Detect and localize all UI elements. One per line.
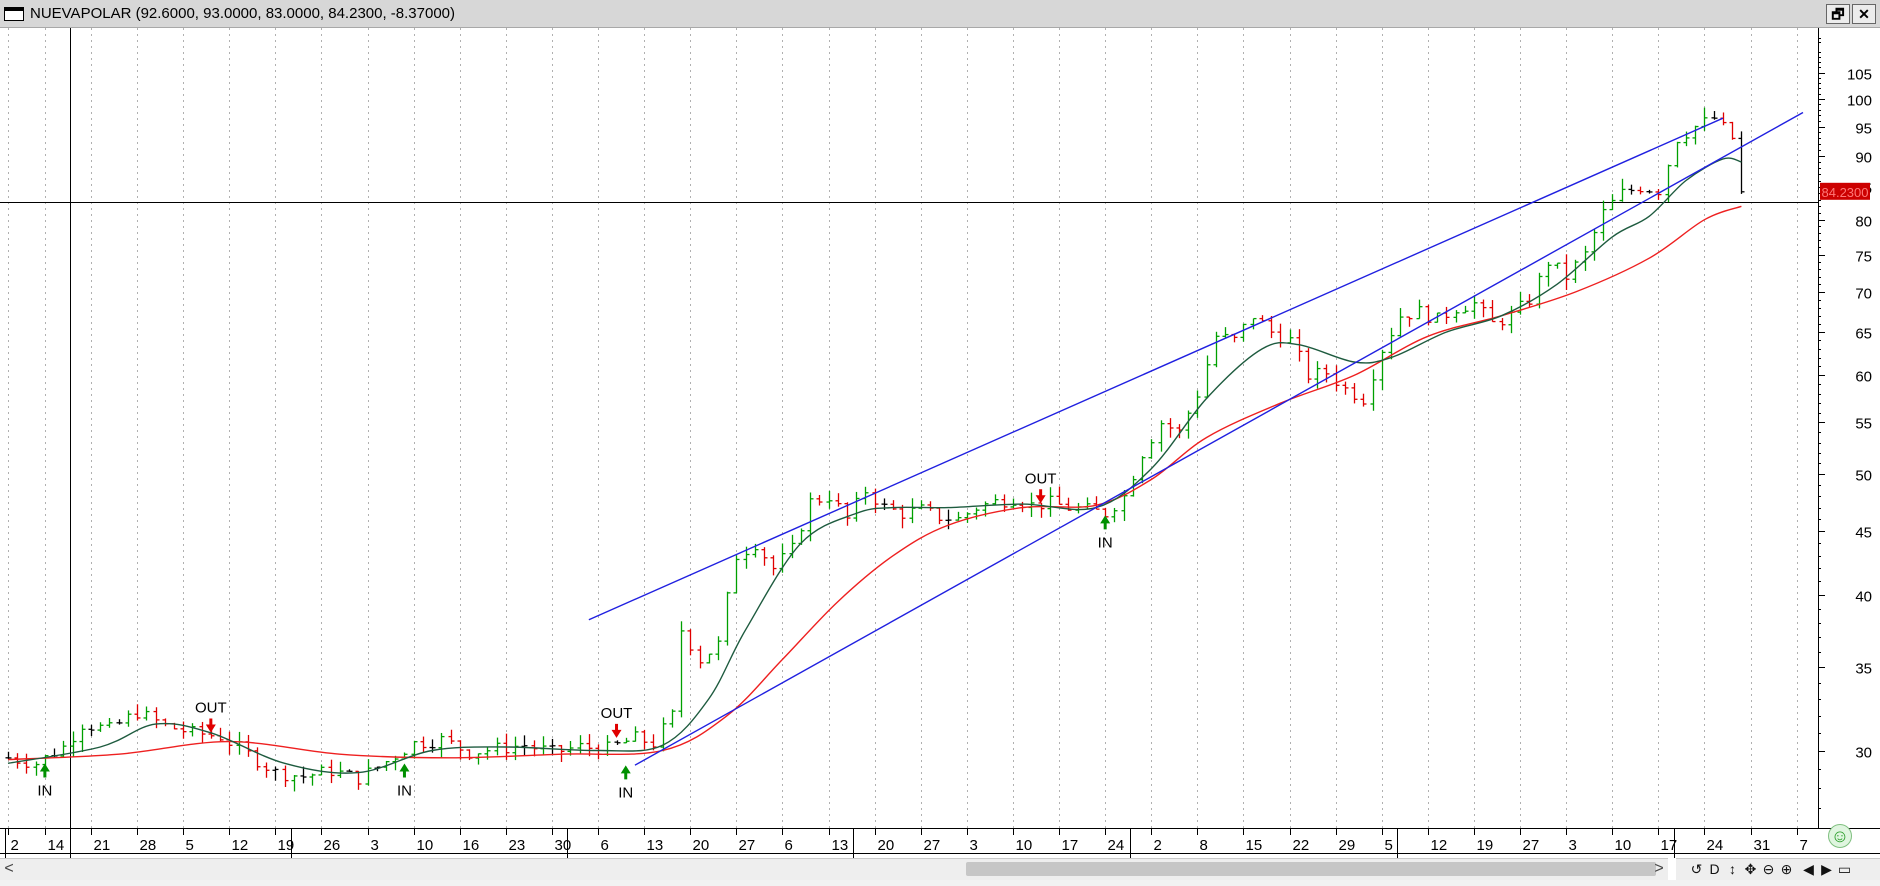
refresh-icon[interactable]: ↺ [1690, 861, 1703, 877]
x-tick-label: 19 [1477, 837, 1494, 854]
x-tick-label: 17 [1661, 837, 1678, 854]
signal-out-label: OUT [1025, 470, 1057, 487]
zoom-in-icon[interactable]: ⊕ [1780, 861, 1793, 877]
x-tick-label: 27 [924, 837, 941, 854]
scroll-left-button[interactable]: < [4, 860, 14, 877]
x-tick-label: 26 [324, 837, 341, 854]
trendline-channel-lower [634, 187, 1668, 766]
signal-in-label: IN [618, 784, 633, 801]
x-tick-label: 5 [1385, 837, 1393, 854]
x-tick-label: 17 [1062, 837, 1079, 854]
trendline-channel-upper [588, 117, 1724, 621]
close-button[interactable]: ✕ [1852, 4, 1876, 24]
x-tick-label: 13 [647, 837, 664, 854]
x-tick-label: 24 [1707, 837, 1724, 854]
x-tick-label: 8 [1200, 837, 1208, 854]
horizontal-scrollbar[interactable]: < > [0, 858, 1668, 880]
fast-moving-average-line [7, 157, 1742, 774]
y-tick-label: 105 [1847, 67, 1872, 84]
period-daily-button[interactable]: D [1709, 861, 1720, 877]
x-tick-label: 27 [739, 837, 756, 854]
signal-out-arrow-icon [205, 718, 216, 733]
y-tick-label: 35 [1855, 661, 1872, 678]
window-title: NUEVAPOLAR (92.6000, 93.0000, 83.0000, 8… [30, 5, 456, 22]
signal-in-arrow-icon [399, 763, 410, 778]
x-tick-label: 3 [970, 837, 978, 854]
x-tick-label: 10 [1615, 837, 1632, 854]
x-tick-label: 5 [186, 837, 194, 854]
x-tick-label: 19 [278, 837, 295, 854]
restore-button[interactable]: 🗗 [1826, 4, 1850, 24]
y-tick-label: 30 [1855, 745, 1872, 762]
signal-in-arrow-icon [620, 765, 631, 780]
x-tick-label: 6 [785, 837, 793, 854]
x-tick-label: 21 [94, 837, 111, 854]
x-tick-label: 20 [693, 837, 710, 854]
move-icon[interactable]: ✥ [1744, 861, 1757, 877]
signal-in-arrow-icon [39, 763, 50, 778]
signal-out-arrow-icon [1035, 489, 1046, 504]
window-mode-icon[interactable]: ▭ [1837, 861, 1852, 877]
x-tick-label: 10 [1016, 837, 1033, 854]
signal-in-arrow-icon [1100, 515, 1111, 530]
y-tick-label: 70 [1855, 286, 1872, 303]
signal-out-arrow-icon [611, 723, 622, 738]
x-tick-label: 16 [463, 837, 480, 854]
x-tick-label: 2 [11, 837, 19, 854]
y-tick-label: 65 [1855, 326, 1872, 343]
x-tick-label: 6 [601, 837, 609, 854]
y-tick-label: 100 [1847, 93, 1872, 110]
x-tick-label: 30 [555, 837, 572, 854]
bottom-strip [0, 880, 1880, 886]
x-tick-label: 20 [878, 837, 895, 854]
x-tick-label: 14 [48, 837, 65, 854]
chart-toolbar: ↺ D ↕ ✥ ⊖ ⊕ ◀ ▶ ▭ [1676, 858, 1880, 880]
scroll-forward-icon[interactable]: ▶ [1821, 861, 1832, 877]
signal-in-label: IN [37, 782, 52, 799]
x-tick-label: 28 [140, 837, 157, 854]
x-tick-label: 27 [1523, 837, 1540, 854]
zoom-out-icon[interactable]: ⊖ [1762, 861, 1775, 877]
x-tick-label: 10 [417, 837, 434, 854]
y-tick-label: 60 [1855, 369, 1872, 386]
last-price-label: 84.2300 [1822, 185, 1869, 200]
signal-in-label: IN [397, 782, 412, 799]
last-price-box [1820, 182, 1870, 200]
y-tick-label: 50 [1855, 468, 1872, 485]
y-tick-label: 75 [1855, 249, 1872, 266]
y-tick-label: 40 [1855, 589, 1872, 606]
x-tick-label: 13 [832, 837, 849, 854]
y-tick-label: 55 [1855, 416, 1872, 433]
signal-in-label: IN [1098, 534, 1113, 551]
vertical-scale-icon[interactable]: ↕ [1729, 861, 1736, 877]
x-tick-label: 3 [1569, 837, 1577, 854]
price-chart[interactable]: 2 14 21 28 5 12 19 26 3 10 16 23 30 6 13 20 27 6 13 20 27 3 10… [0, 28, 1880, 858]
x-tick-label: 22 [1293, 837, 1310, 854]
x-tick-label: 15 [1246, 837, 1263, 854]
trendline-extension [1667, 111, 1804, 189]
scroll-thumb[interactable] [966, 862, 1656, 876]
chart-background [0, 28, 1880, 858]
y-tick-label: 45 [1855, 525, 1872, 542]
x-tick-label: 2 [1154, 837, 1162, 854]
x-tick-label: 23 [509, 837, 526, 854]
scroll-back-icon[interactable]: ◀ [1803, 861, 1814, 877]
smiley-icon: ☺ [1828, 824, 1852, 848]
y-tick-label: 90 [1855, 150, 1872, 167]
window-titlebar: NUEVAPOLAR (92.6000, 93.0000, 83.0000, 8… [0, 0, 1880, 28]
x-tick-label: 12 [232, 837, 249, 854]
signal-out-label: OUT [195, 700, 227, 717]
x-tick-label: 29 [1339, 837, 1356, 854]
y-tick-label: 80 [1855, 214, 1872, 231]
ohlc-bars [5, 107, 1745, 792]
x-tick-label: 12 [1431, 837, 1448, 854]
window-icon [4, 7, 24, 21]
x-tick-label: 3 [371, 837, 379, 854]
x-tick-label: 24 [1108, 837, 1125, 854]
signal-out-label: OUT [601, 705, 633, 722]
x-tick-label: 31 [1754, 837, 1771, 854]
scroll-right-button[interactable]: > [1654, 860, 1664, 877]
y-tick-label: 95 [1855, 121, 1872, 138]
x-tick-label: 7 [1800, 837, 1808, 854]
